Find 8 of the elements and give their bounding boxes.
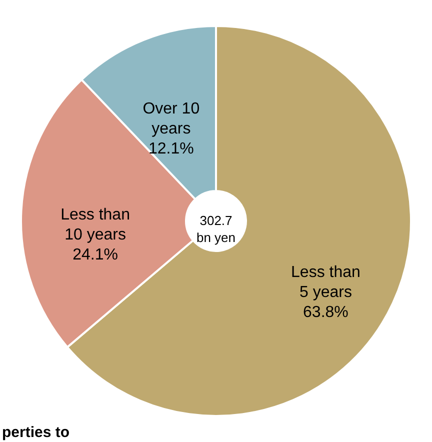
text: perties to xyxy=(2,424,70,441)
slice-label: Less than 10 years xyxy=(60,206,130,244)
data-label: 12.1% xyxy=(148,140,194,158)
data-label: 24.1% xyxy=(72,246,118,264)
text: 302.7 bn yen xyxy=(196,213,236,245)
data-label: 63.8% xyxy=(303,304,348,321)
slice-label: Less than 5 years xyxy=(291,264,360,301)
slice-label: Over 10 years xyxy=(142,100,200,138)
